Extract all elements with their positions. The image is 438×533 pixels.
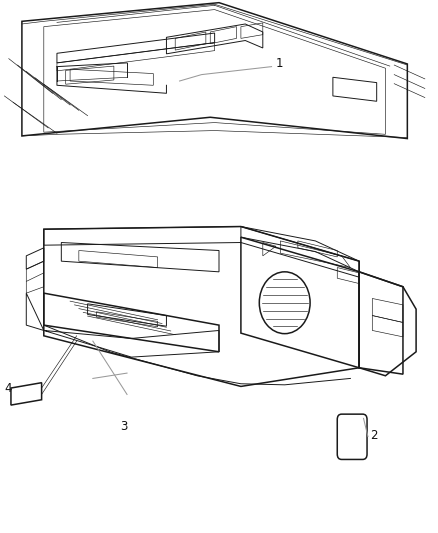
Text: 3: 3 <box>120 420 128 433</box>
Text: 4: 4 <box>4 382 12 394</box>
Text: 1: 1 <box>276 58 283 70</box>
Text: 2: 2 <box>370 429 378 442</box>
